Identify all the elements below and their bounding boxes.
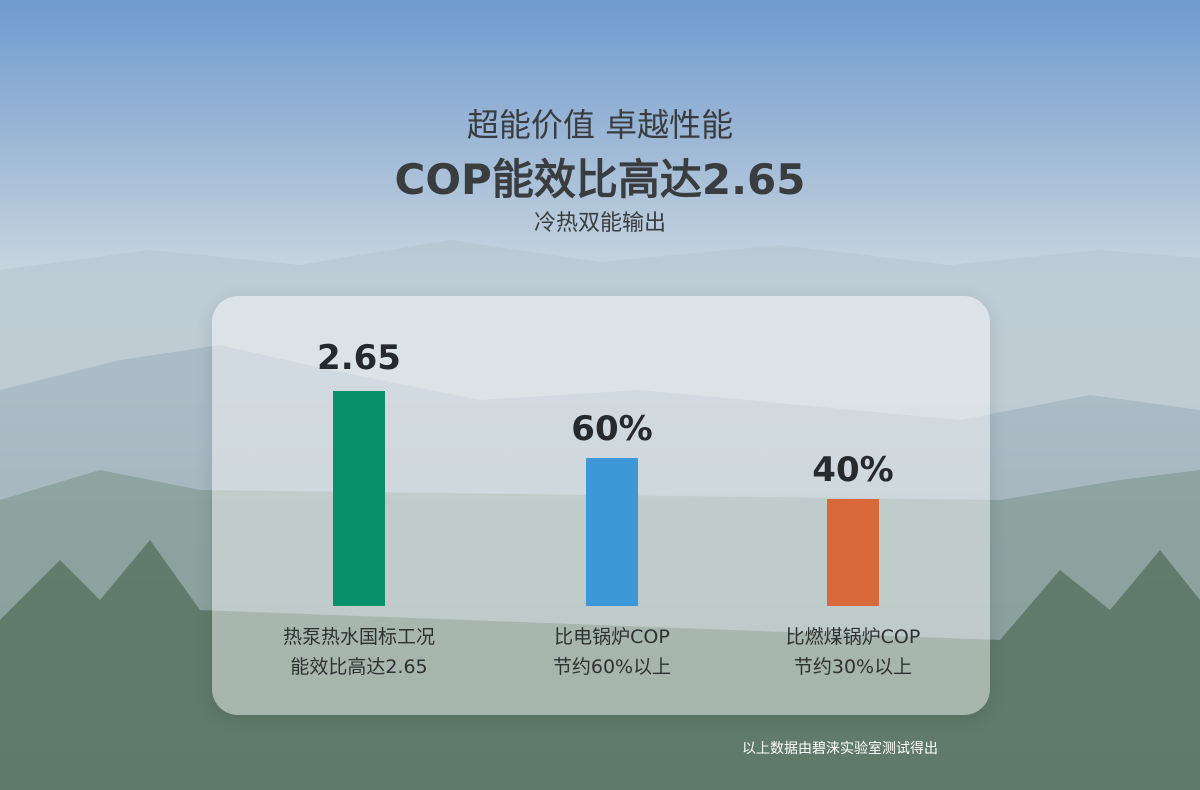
bar xyxy=(827,499,879,606)
bar xyxy=(586,458,638,606)
title: COP能效比高达2.65 xyxy=(394,155,806,204)
footnote: 以上数据由碧涞实验室测试得出 xyxy=(742,741,938,757)
item-label: 比电锅炉COP xyxy=(554,626,670,648)
item-value: 60% xyxy=(571,409,653,449)
item-label: 能效比高达2.65 xyxy=(290,656,428,678)
panel: 2.65 热泵热水国标工况 能效比高达2.65 60% 比电锅炉COP 节约60… xyxy=(212,296,990,715)
item-label: 节约30%以上 xyxy=(793,656,913,678)
tagline: 冷热双能输出 xyxy=(533,211,666,236)
item-value: 40% xyxy=(812,450,894,490)
item-value: 2.65 xyxy=(317,338,401,378)
item-label: 热泵热水国标工况 xyxy=(282,626,435,648)
subtitle: 超能价值 卓越性能 xyxy=(466,106,734,144)
item-label: 节约60%以上 xyxy=(552,656,672,678)
bar xyxy=(333,391,385,606)
item-label: 比燃煤锅炉COP xyxy=(785,626,921,648)
